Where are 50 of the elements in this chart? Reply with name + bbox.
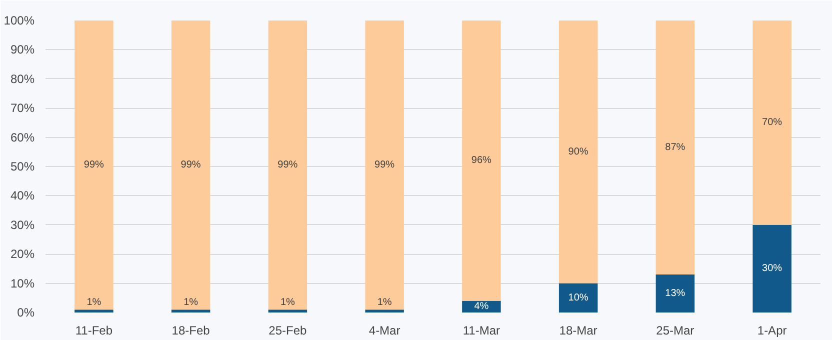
x-tick-label: 25-Mar xyxy=(656,324,694,338)
data-label: 1% xyxy=(184,296,198,308)
x-tick-label: 11-Mar xyxy=(462,324,500,338)
x-tick-label: 4-Mar xyxy=(368,324,400,338)
data-label: 4% xyxy=(474,301,489,312)
x-tick-label: 18-Feb xyxy=(172,324,210,338)
y-tick-label: 60% xyxy=(10,130,35,144)
y-tick-label: 20% xyxy=(10,247,35,262)
data-label: 1% xyxy=(86,296,102,308)
x-tick-label: 1-Apr xyxy=(757,324,787,338)
y-tick-label: 70% xyxy=(10,101,35,116)
x-tick-label: 11-Feb xyxy=(75,324,113,338)
bar xyxy=(752,224,792,312)
bar xyxy=(558,20,598,284)
data-label: 1% xyxy=(280,296,296,308)
data-label: 99% xyxy=(84,160,104,171)
y-tick-label: 90% xyxy=(10,42,35,57)
bar xyxy=(268,20,308,310)
bar xyxy=(656,274,695,312)
data-label: 30% xyxy=(762,263,782,274)
data-label: 1% xyxy=(377,296,392,308)
bar xyxy=(171,20,210,310)
bar xyxy=(656,20,695,275)
bar xyxy=(365,20,404,310)
y-tick-label: 80% xyxy=(10,72,35,86)
x-tick-label: 18-Mar xyxy=(559,324,598,338)
data-label: 99% xyxy=(278,160,298,171)
bar xyxy=(558,283,598,312)
data-label: 87% xyxy=(665,142,686,154)
data-label: 10% xyxy=(568,292,588,304)
data-label: 70% xyxy=(762,117,782,128)
y-tick-label: 0% xyxy=(17,306,35,320)
y-tick-label: 30% xyxy=(10,218,35,232)
data-label: 99% xyxy=(374,160,395,171)
y-tick-label: 50% xyxy=(10,160,35,174)
data-label: 13% xyxy=(665,288,686,300)
data-label: 96% xyxy=(471,155,492,166)
data-label: 99% xyxy=(180,160,201,171)
bar xyxy=(74,310,114,312)
bar xyxy=(462,20,501,301)
bar xyxy=(365,310,404,312)
bar xyxy=(268,310,308,312)
x-tick-label: 25-Feb xyxy=(268,324,308,338)
bar xyxy=(74,20,114,310)
data-label: 90% xyxy=(568,146,588,158)
y-tick-label: 100% xyxy=(4,14,35,28)
y-tick-label: 10% xyxy=(10,276,35,290)
bar xyxy=(752,20,792,225)
bar xyxy=(171,310,210,312)
y-tick-label: 40% xyxy=(10,188,35,203)
